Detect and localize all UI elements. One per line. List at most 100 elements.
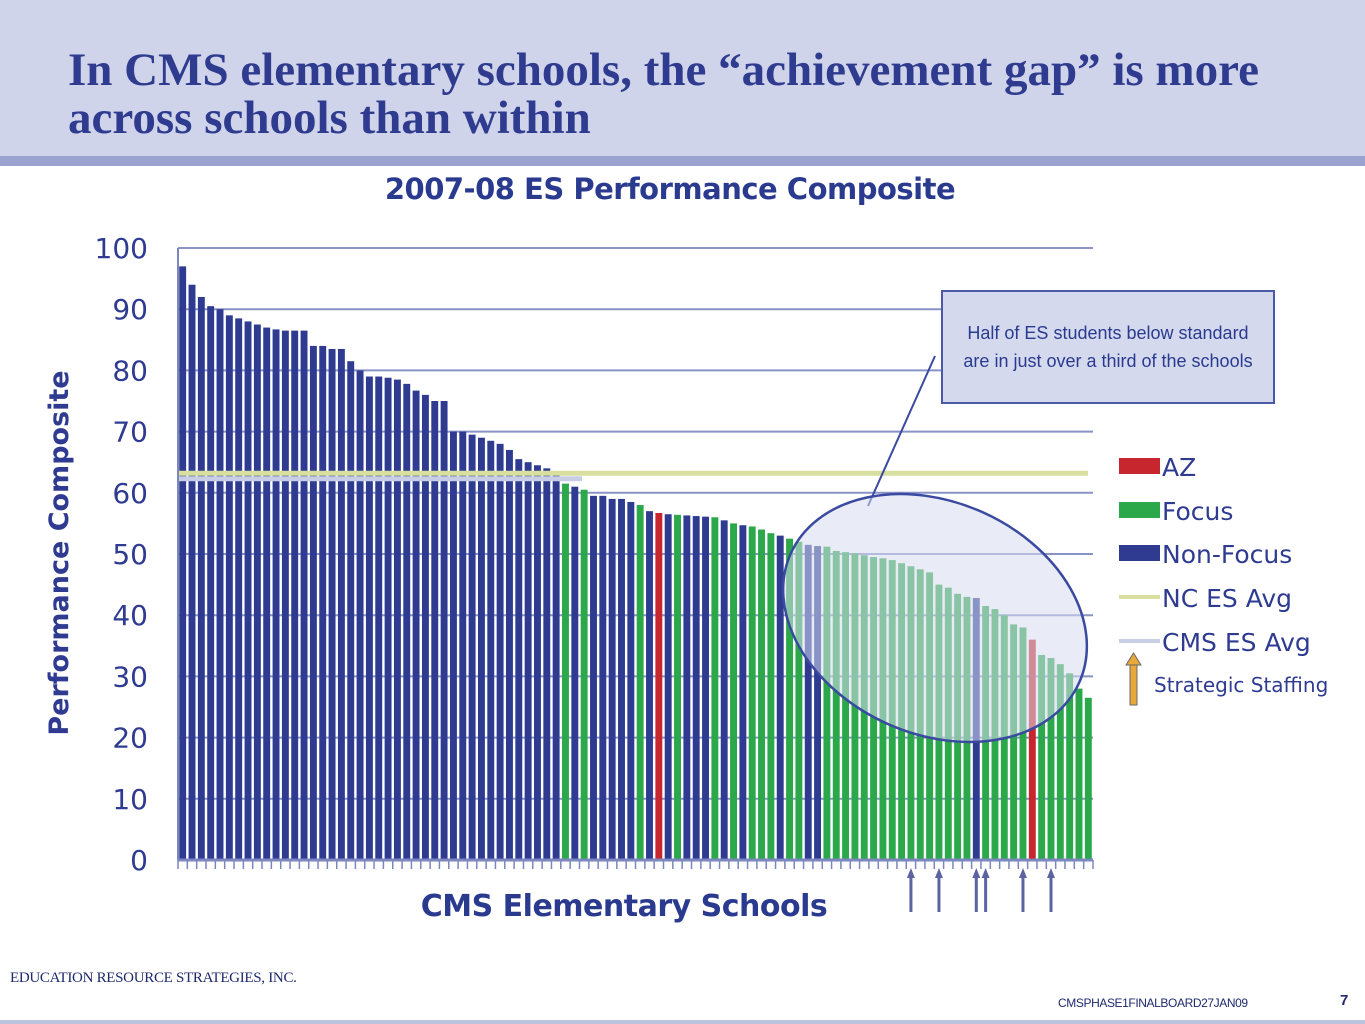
bar bbox=[300, 330, 308, 860]
legend-item: Strategic Staffing bbox=[1125, 652, 1328, 706]
bar bbox=[1028, 639, 1036, 860]
legend-swatch bbox=[1129, 662, 1138, 706]
bar bbox=[580, 489, 588, 860]
y-tick-label: 100 bbox=[95, 232, 148, 265]
bar bbox=[384, 377, 392, 860]
bar bbox=[347, 361, 355, 860]
page-number: 7 bbox=[1340, 992, 1349, 1009]
bar bbox=[683, 515, 691, 860]
reference-lines bbox=[178, 470, 1088, 482]
bar bbox=[319, 345, 327, 860]
highlight-ellipse bbox=[781, 355, 1089, 744]
legend-label: Non-Focus bbox=[1162, 540, 1292, 569]
bar bbox=[449, 431, 457, 860]
bar bbox=[720, 520, 728, 860]
bar bbox=[599, 495, 607, 860]
strategic-staffing-arrowhead bbox=[1046, 868, 1055, 878]
bar bbox=[627, 501, 635, 860]
bar bbox=[795, 541, 803, 860]
legend-label: NC ES Avg bbox=[1162, 584, 1292, 613]
bar bbox=[291, 330, 299, 860]
bar bbox=[393, 379, 401, 860]
bar bbox=[674, 514, 681, 860]
bar bbox=[1056, 664, 1064, 860]
bar bbox=[207, 306, 215, 860]
x-axis-label: CMS Elementary Schools bbox=[421, 889, 828, 924]
bar bbox=[487, 440, 495, 860]
legend-item: NC ES Avg bbox=[1119, 584, 1292, 613]
bar bbox=[1075, 688, 1083, 860]
legend-swatch bbox=[1119, 545, 1160, 561]
strategic-staffing-arrowhead bbox=[906, 868, 915, 878]
bar bbox=[1019, 627, 1027, 860]
y-tick-label: 0 bbox=[130, 844, 148, 877]
bar bbox=[235, 318, 243, 860]
title-banner-rule bbox=[0, 156, 1365, 166]
bar bbox=[711, 517, 719, 860]
strategic-staffing-arrows bbox=[906, 868, 1055, 912]
y-tick-label: 20 bbox=[112, 722, 148, 755]
legend-item: CMS ES Avg bbox=[1119, 628, 1311, 657]
bar bbox=[375, 376, 383, 860]
legend-label: CMS ES Avg bbox=[1162, 628, 1311, 657]
strategic-staffing-arrowhead bbox=[972, 868, 981, 878]
bar bbox=[804, 544, 812, 860]
bar bbox=[403, 383, 411, 860]
highlight-ellipse-shape bbox=[781, 492, 1089, 744]
y-axis-label: Performance Composite bbox=[44, 370, 75, 735]
bar bbox=[1038, 654, 1046, 860]
bar bbox=[496, 443, 504, 860]
legend-item: Focus bbox=[1119, 497, 1233, 526]
bar bbox=[179, 266, 187, 860]
footer-organization: EDUCATION RESOURCE STRATEGIES, INC. bbox=[10, 970, 297, 986]
y-tick-label: 30 bbox=[112, 660, 148, 693]
bar bbox=[225, 315, 233, 860]
bar bbox=[328, 348, 336, 860]
y-tick-label: 90 bbox=[112, 293, 148, 326]
bar bbox=[505, 449, 513, 860]
bar bbox=[431, 401, 439, 860]
bar bbox=[842, 552, 850, 860]
bar bbox=[590, 495, 597, 860]
y-tick-label: 70 bbox=[112, 416, 148, 449]
y-tick-label: 40 bbox=[112, 599, 148, 632]
bar bbox=[468, 434, 476, 860]
bar bbox=[823, 546, 831, 860]
bar bbox=[655, 512, 663, 860]
legend-swatch bbox=[1119, 458, 1160, 474]
chart-title: 2007-08 ES Performance Composite bbox=[384, 172, 956, 206]
bar bbox=[524, 462, 532, 860]
legend-label: AZ bbox=[1162, 453, 1196, 482]
bar bbox=[786, 538, 794, 860]
bar bbox=[263, 327, 271, 860]
y-tick-label: 80 bbox=[112, 354, 148, 387]
bar bbox=[692, 516, 700, 860]
bar bbox=[244, 321, 252, 860]
bar bbox=[188, 284, 196, 861]
callout-box: Half of ES students below standard are i… bbox=[941, 290, 1275, 404]
bar bbox=[758, 529, 766, 860]
legend-item: Non-Focus bbox=[1119, 540, 1292, 569]
bar bbox=[281, 330, 289, 860]
bar bbox=[412, 390, 420, 860]
bar bbox=[646, 511, 653, 860]
bar bbox=[571, 486, 579, 860]
bar bbox=[832, 550, 840, 860]
title-banner bbox=[0, 0, 1365, 156]
bar bbox=[356, 370, 364, 860]
legend-item: AZ bbox=[1119, 453, 1196, 482]
bar bbox=[1010, 624, 1018, 860]
bar bbox=[552, 471, 560, 860]
bar bbox=[608, 498, 616, 860]
bar bbox=[664, 514, 672, 860]
legend-label: Strategic Staffing bbox=[1154, 673, 1328, 697]
strategic-staffing-arrowhead bbox=[1018, 868, 1027, 878]
bar bbox=[1047, 658, 1055, 860]
bar bbox=[459, 431, 467, 860]
bar bbox=[365, 376, 373, 860]
bar bbox=[337, 348, 345, 860]
y-tick-label: 50 bbox=[112, 538, 148, 571]
bar bbox=[776, 535, 784, 860]
legend-swatch bbox=[1119, 502, 1160, 518]
